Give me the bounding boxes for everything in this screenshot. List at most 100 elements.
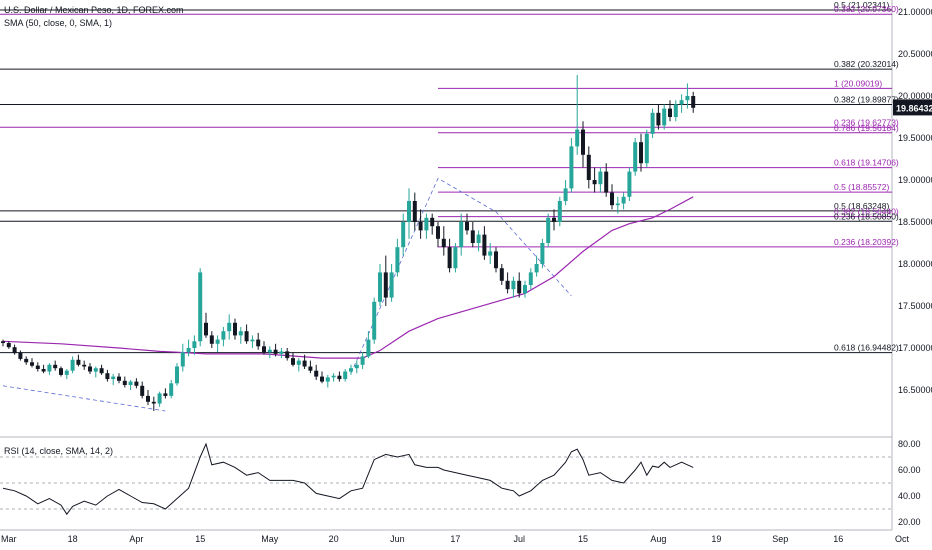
candle-body[interactable] xyxy=(151,401,156,404)
candle-body[interactable] xyxy=(372,301,377,340)
candle-body[interactable] xyxy=(627,171,632,197)
candle-body[interactable] xyxy=(598,171,603,185)
candle-body[interactable] xyxy=(470,230,475,243)
candle-body[interactable] xyxy=(412,201,417,222)
candle-body[interactable] xyxy=(180,352,185,367)
candle-body[interactable] xyxy=(314,370,319,377)
candle-body[interactable] xyxy=(337,375,342,380)
candle-body[interactable] xyxy=(267,349,272,353)
candle-body[interactable] xyxy=(517,280,522,294)
candle-body[interactable] xyxy=(134,381,139,386)
candle-body[interactable] xyxy=(436,226,440,239)
candle-body[interactable] xyxy=(204,322,208,336)
candle-body[interactable] xyxy=(320,376,324,382)
candle-body[interactable] xyxy=(575,129,580,147)
candle-body[interactable] xyxy=(447,247,452,269)
candle-body[interactable] xyxy=(366,339,371,357)
candle-body[interactable] xyxy=(122,380,127,385)
candle-body[interactable] xyxy=(215,339,220,344)
candle-body[interactable] xyxy=(430,217,435,227)
candle-body[interactable] xyxy=(140,385,145,396)
candle-body[interactable] xyxy=(476,234,481,243)
candle-body[interactable] xyxy=(24,358,29,363)
candle-body[interactable] xyxy=(378,272,382,302)
candle-body[interactable] xyxy=(552,217,556,222)
candle-body[interactable] xyxy=(465,222,469,231)
candle-body[interactable] xyxy=(505,280,510,290)
candle-body[interactable] xyxy=(6,343,11,348)
candle-body[interactable] xyxy=(534,264,539,273)
candle-body[interactable] xyxy=(12,347,17,354)
candle-body[interactable] xyxy=(621,196,626,204)
candle-body[interactable] xyxy=(494,251,498,269)
candle-body[interactable] xyxy=(557,201,562,222)
candle-body[interactable] xyxy=(296,360,301,365)
candle-body[interactable] xyxy=(53,364,58,369)
candle-body[interactable] xyxy=(105,373,110,380)
candle-body[interactable] xyxy=(117,376,121,381)
candle-body[interactable] xyxy=(656,112,661,126)
candle-body[interactable] xyxy=(59,368,63,375)
candle-body[interactable] xyxy=(88,366,92,372)
candle-body[interactable] xyxy=(47,364,52,372)
candle-body[interactable] xyxy=(291,358,295,365)
candle-body[interactable] xyxy=(146,395,150,402)
candle-body[interactable] xyxy=(169,383,174,396)
candle-body[interactable] xyxy=(592,180,597,185)
candle-body[interactable] xyxy=(424,217,429,231)
candle-body[interactable] xyxy=(523,285,527,294)
candle-body[interactable] xyxy=(64,370,69,375)
candle-body[interactable] xyxy=(615,203,620,206)
candle-body[interactable] xyxy=(250,339,255,342)
candle-body[interactable] xyxy=(256,339,261,347)
candle-body[interactable] xyxy=(407,201,411,222)
candle-body[interactable] xyxy=(192,341,197,348)
candles[interactable] xyxy=(1,75,696,411)
candle-body[interactable] xyxy=(586,154,591,180)
candle-body[interactable] xyxy=(499,268,504,281)
candle-body[interactable] xyxy=(482,234,487,256)
candle-body[interactable] xyxy=(441,238,446,248)
candle-body[interactable] xyxy=(325,377,330,382)
candle-body[interactable] xyxy=(279,351,284,354)
candle-body[interactable] xyxy=(285,351,290,359)
candle-body[interactable] xyxy=(685,96,690,101)
candle-body[interactable] xyxy=(157,393,162,404)
candle-body[interactable] xyxy=(679,100,684,105)
candle-body[interactable] xyxy=(459,222,464,248)
candle-body[interactable] xyxy=(343,371,348,380)
candle-body[interactable] xyxy=(227,322,232,332)
candle-body[interactable] xyxy=(389,272,394,298)
candle-body[interactable] xyxy=(563,188,568,201)
candle-body[interactable] xyxy=(546,217,551,243)
candle-body[interactable] xyxy=(198,272,203,342)
candle-body[interactable] xyxy=(93,368,98,372)
candle-body[interactable] xyxy=(488,251,493,256)
candle-body[interactable] xyxy=(569,146,574,189)
candle-body[interactable] xyxy=(99,368,104,374)
candle-body[interactable] xyxy=(221,331,226,340)
candle-body[interactable] xyxy=(349,368,353,372)
candle-body[interactable] xyxy=(111,376,116,380)
candle-body[interactable] xyxy=(639,142,643,164)
candle-body[interactable] xyxy=(668,108,672,117)
candle-body[interactable] xyxy=(244,331,249,342)
candle-body[interactable] xyxy=(673,104,678,117)
candle-body[interactable] xyxy=(662,108,667,126)
candle-body[interactable] xyxy=(302,360,307,367)
candle-body[interactable] xyxy=(395,247,400,273)
candle-body[interactable] xyxy=(453,247,458,269)
candle-body[interactable] xyxy=(401,222,406,248)
candle-body[interactable] xyxy=(633,142,638,172)
candle-body[interactable] xyxy=(35,365,40,369)
candle-body[interactable] xyxy=(308,366,313,371)
candle-body[interactable] xyxy=(273,349,278,354)
candle-body[interactable] xyxy=(1,341,5,343)
candle-body[interactable] xyxy=(175,366,179,384)
candle-body[interactable] xyxy=(691,96,696,108)
candle-body[interactable] xyxy=(418,222,423,231)
candle-body[interactable] xyxy=(41,369,46,372)
candle-body[interactable] xyxy=(604,171,609,193)
candle-body[interactable] xyxy=(331,375,336,378)
